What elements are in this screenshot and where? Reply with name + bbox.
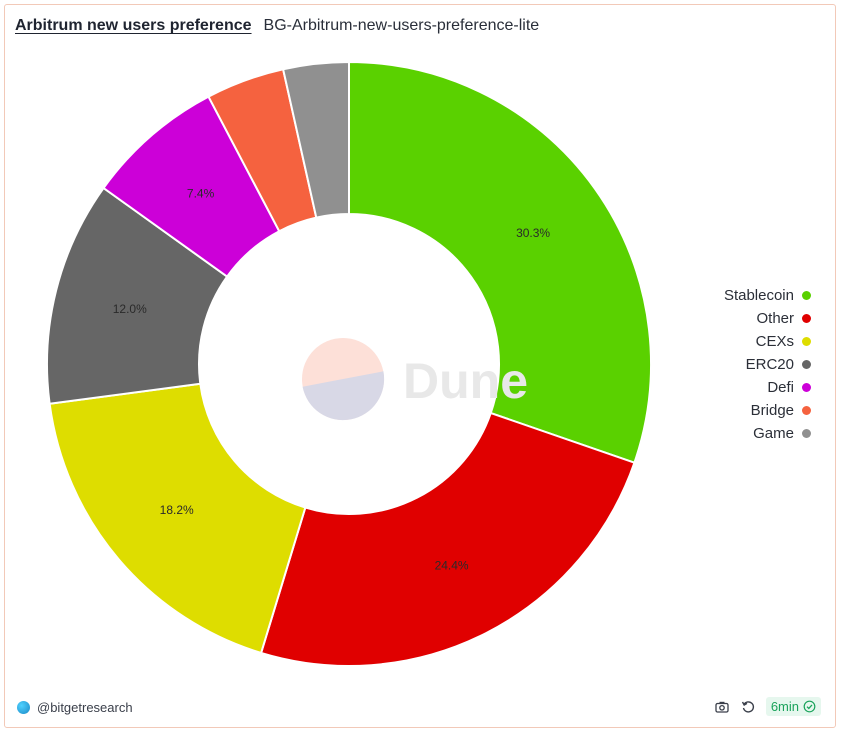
legend-swatch-stablecoin (802, 291, 811, 300)
slice-stablecoin[interactable] (348, 60, 652, 464)
legend-label-other: Other (756, 310, 794, 327)
legend-label-game: Game (753, 425, 794, 442)
legend-item-other[interactable]: Other (756, 310, 811, 327)
slice-other[interactable] (259, 411, 636, 667)
legend-item-game[interactable]: Game (753, 425, 811, 442)
legend-item-erc20[interactable]: ERC20 (746, 356, 811, 373)
legend-label-cexs: CEXs (755, 333, 794, 350)
slices-group (46, 60, 652, 667)
legend-label-defi: Defi (767, 379, 794, 396)
query-name: BG-Arbitrum-new-users-preference-lite (263, 17, 540, 34)
check-circle-icon (803, 700, 816, 713)
avatar (17, 701, 30, 714)
chart-title[interactable]: Arbitrum new users preference (15, 17, 252, 34)
chart-card: Arbitrum new users preference BG-Arbitru… (4, 4, 836, 728)
legend: Stablecoin Other CEXs ERC20 Defi Bridge Game (724, 287, 811, 442)
footer-author: @bitgetresearch (17, 700, 133, 715)
legend-label-bridge: Bridge (750, 402, 794, 419)
footer-actions: 6min (714, 697, 821, 716)
data-label-cexs: 18.2% (160, 503, 194, 517)
labels-group: 30.3% 24.4% 18.2% 12.0% 7.4% (113, 187, 551, 573)
dune-watermark: Dune (302, 338, 528, 421)
legend-item-bridge[interactable]: Bridge (751, 402, 811, 419)
legend-swatch-defi (802, 383, 811, 392)
legend-item-stablecoin[interactable]: Stablecoin (724, 287, 811, 304)
dune-logo-bottom (302, 371, 385, 421)
legend-swatch-cexs (802, 337, 811, 346)
refresh-time: 6min (770, 699, 799, 714)
author-handle[interactable]: @bitgetresearch (37, 700, 133, 715)
slice-game[interactable] (281, 60, 350, 219)
legend-swatch-game (802, 429, 811, 438)
legend-item-defi[interactable]: Defi (767, 379, 811, 396)
legend-swatch-bridge (802, 406, 811, 415)
slice-cexs[interactable] (48, 382, 307, 655)
camera-icon[interactable] (714, 699, 730, 715)
legend-swatch-other (802, 314, 811, 323)
refresh-badge[interactable]: 6min (765, 697, 821, 716)
data-label-stablecoin: 30.3% (516, 226, 550, 240)
donut-chart: Dune 30.3% 24.4% 18.2% 12.0% 7.4% (46, 60, 652, 667)
data-label-defi: 7.4% (187, 187, 215, 201)
data-label-other: 24.4% (435, 558, 469, 572)
legend-label-stablecoin: Stablecoin (723, 287, 794, 304)
header: Arbitrum new users preference BG-Arbitru… (15, 17, 539, 35)
legend-label-erc20: ERC20 (745, 356, 794, 373)
legend-item-cexs[interactable]: CEXs (756, 333, 811, 350)
dune-watermark-text: Dune (403, 353, 528, 409)
refresh-icon[interactable] (740, 699, 756, 715)
data-label-erc20: 12.0% (113, 302, 147, 316)
legend-swatch-erc20 (802, 360, 811, 369)
